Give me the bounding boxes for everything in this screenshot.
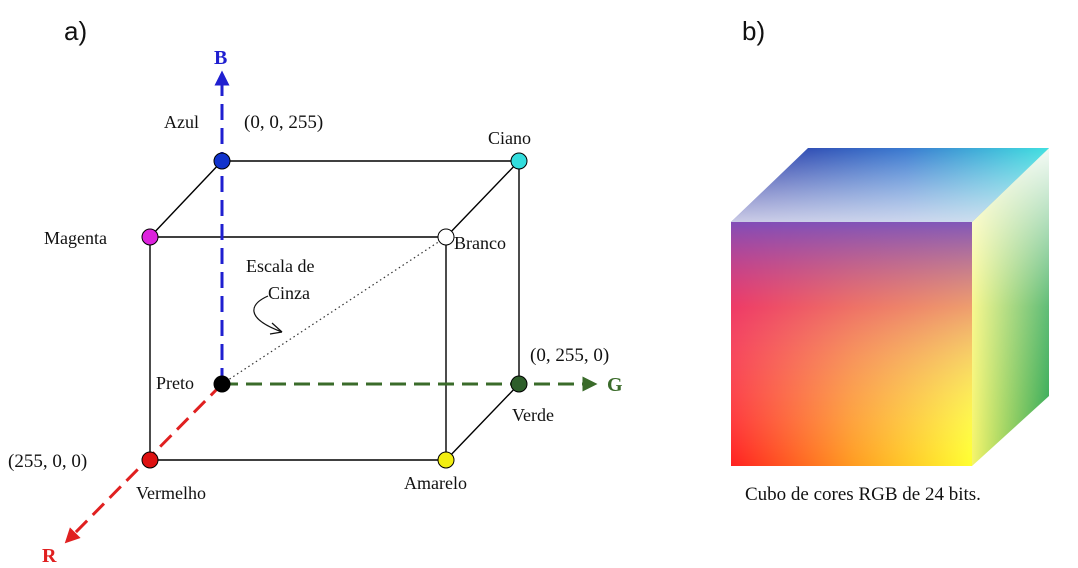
label-azul: Azul: [164, 112, 199, 132]
vertex-vermelho: [141, 451, 159, 469]
label-verde: Verde: [512, 405, 554, 425]
edge-magenta-azul: [149, 160, 223, 238]
vertex-magenta: [141, 228, 159, 246]
label-branco: Branco: [454, 233, 506, 253]
rgb-cube-image: [731, 148, 1049, 466]
vertex-preto: [213, 375, 231, 393]
gray-scale-label-line2: Cinza: [268, 283, 310, 303]
red-axis-label: R: [42, 545, 57, 567]
label-magenta: Magenta: [44, 228, 107, 248]
vertex-amarelo: [437, 451, 455, 469]
vertex-branco: [437, 228, 455, 246]
coord-red: (255, 0, 0): [8, 451, 87, 472]
panel-label-b: b): [742, 16, 765, 46]
edge-amarelo-verde: [445, 383, 520, 461]
panel-label-a: a): [64, 16, 87, 46]
label-preto: Preto: [156, 373, 194, 393]
coord-green: (0, 255, 0): [530, 345, 609, 366]
gray-scale-pointer: [253, 295, 283, 333]
label-ciano: Ciano: [488, 128, 531, 148]
vertex-ciano: [510, 152, 528, 170]
vertex-azul: [213, 152, 231, 170]
gray-scale-label-line1: Escala de: [246, 256, 314, 276]
cube-vertices: [141, 152, 528, 469]
label-amarelo: Amarelo: [404, 473, 467, 493]
cube-edges: [149, 160, 520, 461]
vertex-verde: [510, 375, 528, 393]
cube-caption: Cubo de cores RGB de 24 bits.: [745, 484, 981, 505]
gray-scale-pointer-head: [269, 322, 283, 335]
green-axis-label: G: [607, 374, 623, 396]
edge-branco-ciano: [445, 160, 520, 238]
blue-axis-label: B: [214, 47, 227, 69]
label-vermelho: Vermelho: [136, 483, 206, 503]
coord-blue: (0, 0, 255): [244, 112, 323, 133]
